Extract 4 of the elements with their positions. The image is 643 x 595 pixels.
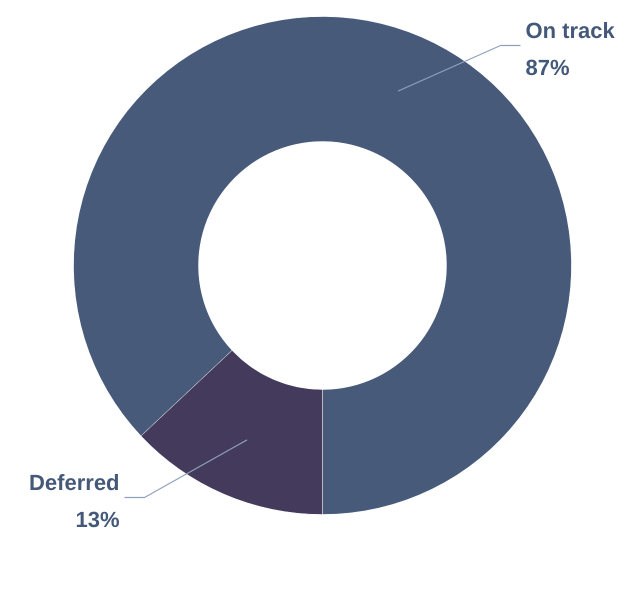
slice-label: Deferred: [29, 470, 120, 495]
data-label: 87%: [526, 55, 570, 80]
data-label: 13%: [75, 507, 120, 532]
slice-label: On track: [526, 18, 616, 43]
